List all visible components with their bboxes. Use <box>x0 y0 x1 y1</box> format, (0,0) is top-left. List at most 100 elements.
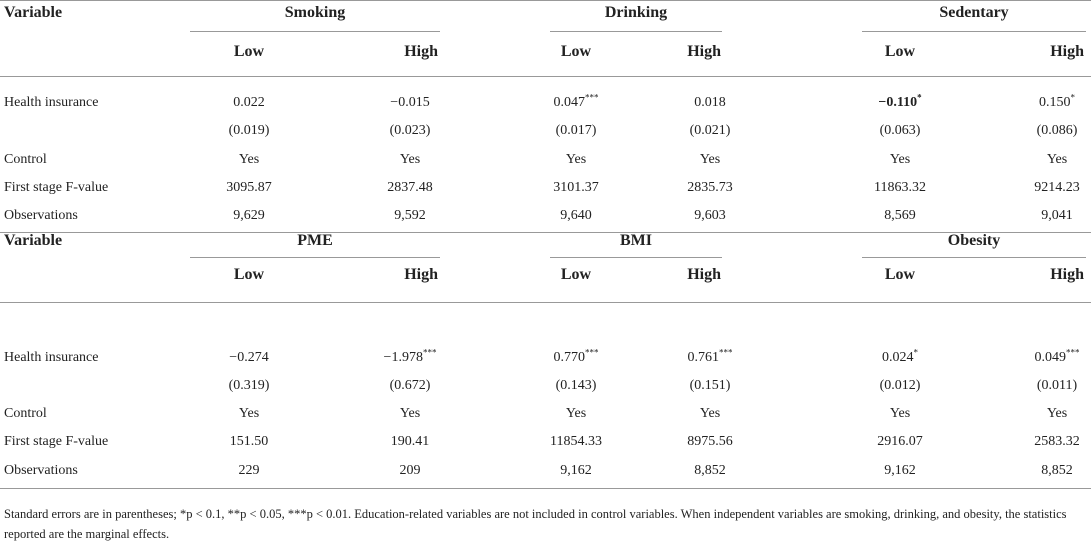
cell: 0.761*** <box>687 347 733 365</box>
row-label: First stage F-value <box>4 180 109 195</box>
subheader: Low <box>560 266 592 283</box>
cell: 3095.87 <box>226 180 272 195</box>
cell: −0.110* <box>878 92 922 110</box>
row-label: Observations <box>4 463 78 478</box>
group-header: Drinking <box>604 4 668 21</box>
cell: Yes <box>889 406 911 421</box>
cell: 0.049*** <box>1034 347 1080 365</box>
cell: Yes <box>1046 406 1068 421</box>
rule <box>862 257 1086 258</box>
subheader: Low <box>233 43 265 60</box>
row-label: Observations <box>4 208 78 223</box>
row-label: First stage F-value <box>4 434 109 449</box>
subheader: Low <box>884 43 916 60</box>
cell: (0.151) <box>689 378 731 393</box>
cell: (0.319) <box>228 378 270 393</box>
group-header: Smoking <box>284 4 346 21</box>
cell: Yes <box>399 152 421 167</box>
cell: 229 <box>238 463 260 478</box>
row-label: Health insurance <box>4 95 99 110</box>
cell: Yes <box>238 152 260 167</box>
cell: 9,041 <box>1041 208 1073 223</box>
cell: Yes <box>565 152 587 167</box>
cell: (0.019) <box>228 123 270 138</box>
subheader: High <box>1050 266 1084 283</box>
cell: Yes <box>889 152 911 167</box>
rule <box>190 31 440 32</box>
cell: 151.50 <box>229 434 269 449</box>
cell: 9214.23 <box>1034 180 1080 195</box>
cell: 2916.07 <box>877 434 923 449</box>
subheader: High <box>1050 43 1084 60</box>
group-header: PME <box>297 232 333 249</box>
cell: 0.024* <box>882 347 918 365</box>
subheader: High <box>687 43 721 60</box>
rule <box>190 257 440 258</box>
cell: 190.41 <box>390 434 430 449</box>
cell: Yes <box>565 406 587 421</box>
cell: 0.150* <box>1039 92 1075 110</box>
cell: Yes <box>399 406 421 421</box>
group-header: Sedentary <box>939 4 1009 21</box>
subheader: High <box>687 266 721 283</box>
cell: 9,603 <box>694 208 726 223</box>
cell: (0.143) <box>555 378 597 393</box>
cell: 9,162 <box>884 463 916 478</box>
cell: 9,640 <box>560 208 592 223</box>
subheader: High <box>404 266 438 283</box>
subheader: High <box>404 43 438 60</box>
cell: 209 <box>399 463 421 478</box>
rule <box>0 0 1091 1</box>
cell: 8,569 <box>884 208 916 223</box>
cell: (0.063) <box>879 123 921 138</box>
cell: 0.047*** <box>553 92 599 110</box>
cell: −1.978*** <box>383 347 437 365</box>
cell: 2583.32 <box>1034 434 1080 449</box>
cell: 8,852 <box>1041 463 1073 478</box>
rule <box>550 31 722 32</box>
cell: Yes <box>699 152 721 167</box>
cell: 0.018 <box>694 95 726 110</box>
row-label: Control <box>4 406 47 421</box>
cell: Yes <box>238 406 260 421</box>
cell: 9,629 <box>233 208 265 223</box>
cell: 0.770*** <box>553 347 599 365</box>
cell: (0.011) <box>1036 378 1078 393</box>
cell: (0.012) <box>879 378 921 393</box>
subheader: Low <box>560 43 592 60</box>
rule <box>0 488 1091 489</box>
subheader: Low <box>884 266 916 283</box>
cell: (0.021) <box>689 123 731 138</box>
cell: 9,162 <box>560 463 592 478</box>
cell: (0.672) <box>389 378 431 393</box>
cell: 8,852 <box>694 463 726 478</box>
group-header: BMI <box>620 232 652 249</box>
footnote: Standard errors are in parentheses; *p <… <box>4 507 1067 541</box>
column-header: Variable <box>4 232 63 249</box>
cell: 3101.37 <box>553 180 599 195</box>
cell: 11854.33 <box>550 434 602 449</box>
cell: −0.015 <box>390 95 430 110</box>
cell: Yes <box>699 406 721 421</box>
subheader: Low <box>233 266 265 283</box>
rule <box>550 257 722 258</box>
cell: 2835.73 <box>687 180 733 195</box>
cell: (0.086) <box>1036 123 1078 138</box>
row-label: Control <box>4 152 47 167</box>
cell: Yes <box>1046 152 1068 167</box>
cell: 9,592 <box>394 208 426 223</box>
cell: 11863.32 <box>874 180 926 195</box>
cell: 0.022 <box>233 95 265 110</box>
column-header: Variable <box>4 4 63 21</box>
cell: 2837.48 <box>387 180 433 195</box>
rule <box>0 302 1091 303</box>
rule <box>0 76 1091 77</box>
row-label: Health insurance <box>4 350 99 365</box>
cell: −0.274 <box>229 350 269 365</box>
rule <box>0 232 1091 233</box>
cell: 8975.56 <box>687 434 733 449</box>
cell: (0.023) <box>389 123 431 138</box>
rule <box>862 31 1086 32</box>
group-header: Obesity <box>947 232 1001 249</box>
